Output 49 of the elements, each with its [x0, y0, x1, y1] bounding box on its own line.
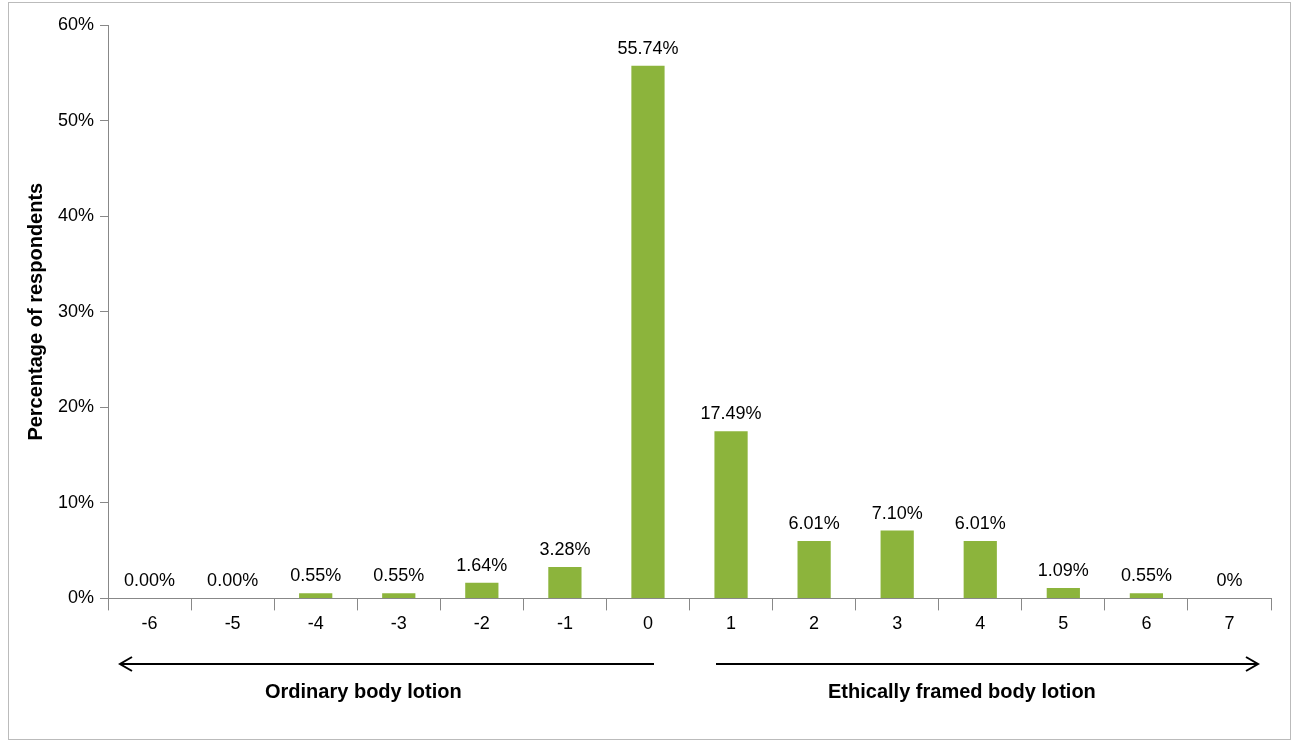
y-tick-label: 30% — [58, 300, 95, 321]
x-tick-label: 4 — [975, 613, 986, 634]
data-label: 17.49% — [700, 403, 762, 424]
data-label: 55.74% — [617, 37, 679, 58]
data-label: 0% — [1216, 570, 1243, 591]
text: Ethically framed body lotion — [828, 680, 1096, 703]
y-tick-label: 10% — [58, 491, 95, 512]
data-label: 1.09% — [1037, 559, 1089, 580]
x-tick-label: -3 — [390, 613, 407, 634]
x-tick-label: -2 — [473, 613, 490, 634]
data-label: 0.00% — [124, 570, 176, 591]
x-tick-label: 2 — [809, 613, 820, 634]
data-label: 7.10% — [871, 502, 923, 523]
y-axis-title: Percentage of respondents — [23, 182, 46, 441]
data-label: 1.64% — [456, 554, 508, 575]
bar — [299, 593, 333, 598]
bar — [1129, 593, 1164, 598]
text: Ordinary body lotion — [265, 680, 462, 703]
x-tick-label: -1 — [556, 613, 573, 634]
x-tick-label: 6 — [1141, 613, 1152, 634]
x-tick-label: -6 — [141, 613, 158, 634]
data-label: 0.55% — [1120, 565, 1172, 586]
data-label: 6.01% — [788, 512, 840, 533]
x-tick-label: -5 — [224, 613, 241, 634]
x-tick-label: 3 — [892, 613, 903, 634]
x-tick-label: 1 — [726, 613, 737, 634]
bar — [465, 582, 499, 598]
x-tick-label: 5 — [1058, 613, 1069, 634]
y-tick-label: 60% — [58, 13, 95, 34]
x-tick-label: -4 — [307, 613, 324, 634]
bar — [1046, 587, 1080, 598]
y-tick-label: 50% — [58, 109, 95, 130]
bar — [880, 530, 914, 598]
bar — [548, 567, 582, 598]
bar — [382, 593, 416, 598]
data-label: 0.55% — [290, 565, 342, 586]
bar — [797, 540, 831, 598]
bar — [631, 65, 665, 598]
bar — [714, 431, 748, 598]
bar — [963, 540, 997, 598]
data-label: 3.28% — [539, 539, 591, 560]
y-tick-label: 0% — [68, 587, 95, 608]
x-tick-label: 0 — [642, 613, 653, 634]
data-label: 0.55% — [373, 565, 425, 586]
y-tick-label: 40% — [58, 205, 95, 226]
data-label: 0.00% — [207, 570, 259, 591]
data-label: 6.01% — [954, 512, 1006, 533]
x-tick-label: 7 — [1224, 613, 1235, 634]
y-tick-label: 20% — [58, 396, 95, 417]
